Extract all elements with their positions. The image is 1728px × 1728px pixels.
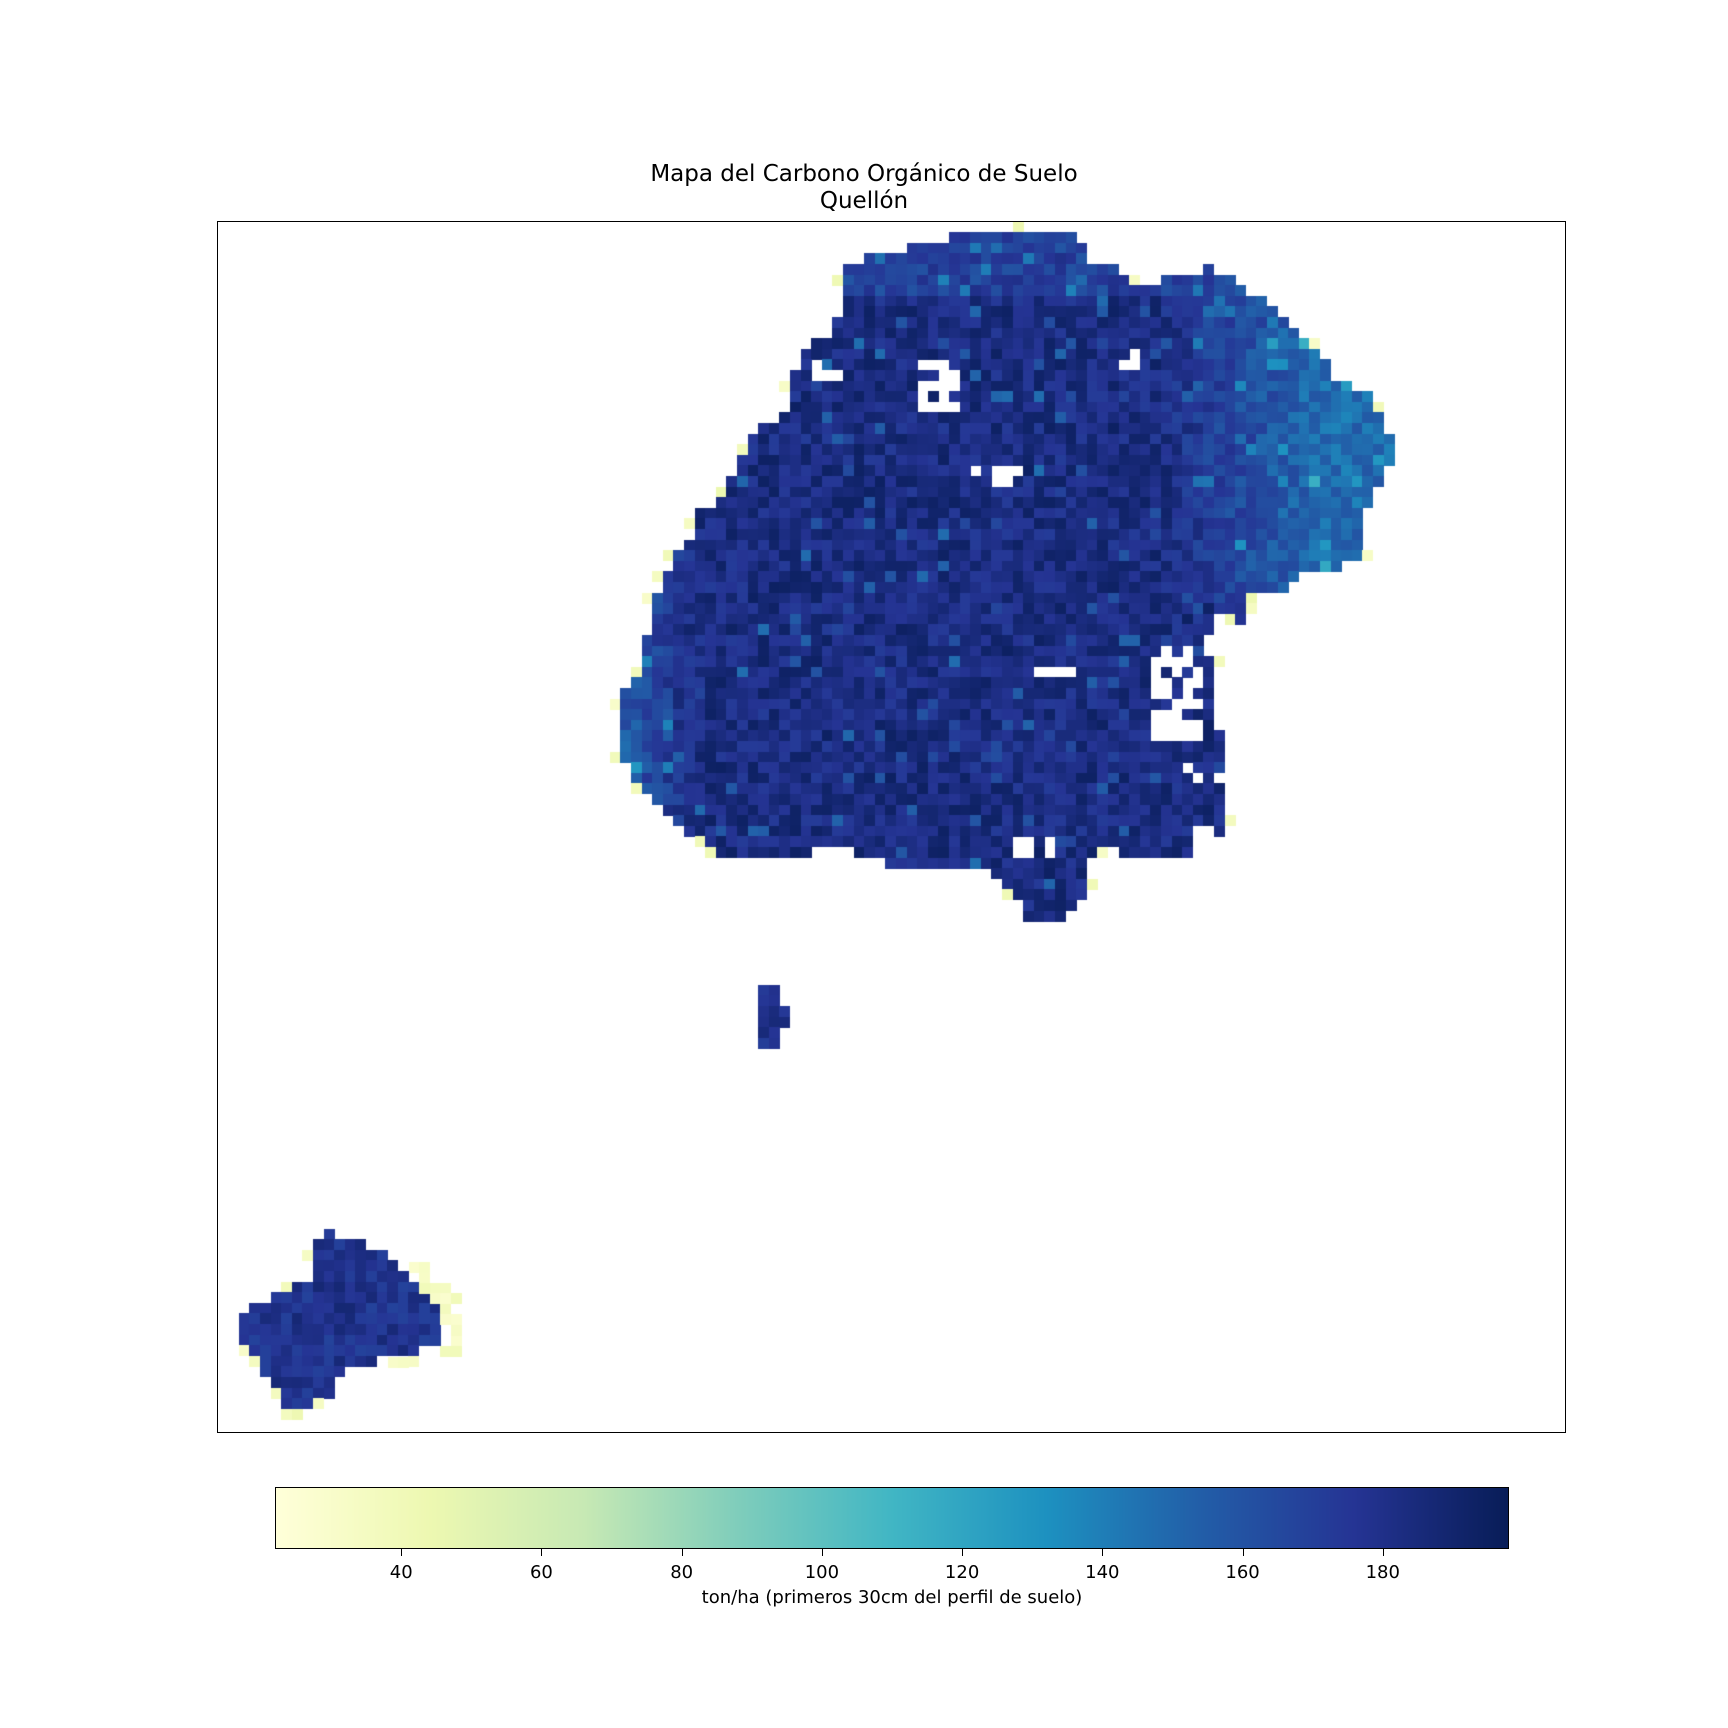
colorbar-label: ton/ha (primeros 30cm del perfil de suel…	[701, 1587, 1083, 1608]
colorbar-ticks: 40 60 80 100 120 140 160 180	[275, 1549, 1509, 1589]
colorbar-tick-label: 100	[804, 1562, 840, 1583]
colorbar-tick-label: 180	[1365, 1562, 1400, 1583]
map-subtitle: Quellón	[819, 188, 909, 214]
colorbar-tick-label: 80	[670, 1562, 694, 1583]
colorbar-tick-label: 140	[1085, 1562, 1120, 1583]
map-title: Mapa del Carbono Orgánico de Suelo	[650, 161, 1078, 187]
colorbar	[275, 1487, 1509, 1549]
colorbar-tick	[1382, 1549, 1384, 1556]
colorbar-tick	[1242, 1549, 1244, 1556]
colorbar-tick-label: 60	[529, 1562, 553, 1583]
colorbar-tick	[401, 1549, 403, 1556]
colorbar-tick-label: 120	[944, 1562, 980, 1583]
colorbar-tick	[1102, 1549, 1104, 1556]
colorbar-tick	[821, 1549, 823, 1556]
colorbar-tick-label: 40	[389, 1562, 413, 1583]
colorbar-tick	[962, 1549, 964, 1556]
soil-carbon-raster	[218, 222, 1565, 1432]
colorbar-tick	[681, 1549, 683, 1556]
colorbar-tick	[541, 1549, 543, 1556]
map-frame	[217, 221, 1566, 1433]
colorbar-tick-label: 160	[1225, 1562, 1260, 1583]
